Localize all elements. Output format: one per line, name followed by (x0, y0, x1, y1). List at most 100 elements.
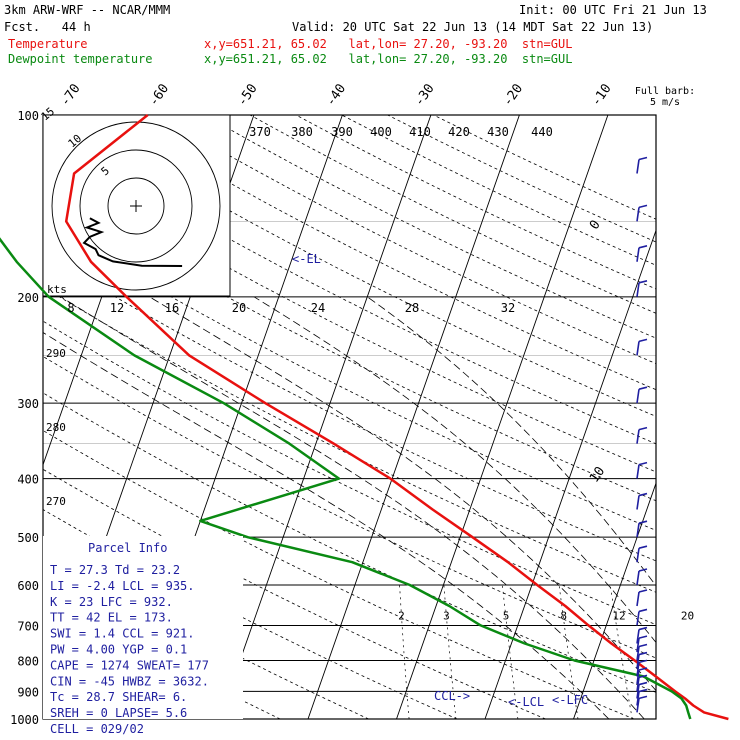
parcel-info-row: CAPE = 1274 SWEAT= 177 (50, 658, 209, 672)
wind-barb (636, 523, 640, 538)
isotherm-line (307, 115, 520, 719)
wind-barb-flag (638, 568, 648, 572)
dry-adiabat-line (43, 286, 656, 593)
mixing-ratio-label: 5 (503, 609, 510, 622)
lfc-annotation: <-LFC (552, 693, 588, 707)
wind-barb-flag (638, 695, 648, 700)
wind-barb (636, 591, 640, 607)
wind-barb-flag (638, 338, 648, 343)
hodograph-speed-label: 8 (67, 301, 74, 315)
parcel-info-row: SWI = 1.4 CCL = 921. (50, 627, 195, 641)
dry-adiabat-line (433, 115, 656, 220)
hodograph-speed-label: 20 (232, 301, 246, 315)
wind-barb (636, 684, 640, 699)
parcel-info-row: PW = 4.00 YGP = 0.1 (50, 643, 187, 657)
dry-adiabat-line (43, 253, 656, 562)
theta-e-label: 400 (370, 125, 392, 139)
mixing-ratio-label: 20 (681, 609, 694, 622)
dry-adiabat-line (43, 430, 635, 719)
parcel-info-row: Tc = 28.7 SHEAR= 6. (50, 690, 187, 704)
plot-frame (42, 114, 657, 720)
pressure-tick-label: 1000 (10, 713, 39, 727)
isotherm-label: -30 (412, 81, 438, 109)
isotherm-label: -20 (500, 81, 526, 109)
el-annotation: <-EL (292, 252, 321, 266)
mixing-ratio-label: 8 (560, 609, 567, 622)
wind-barb-flag (638, 674, 648, 679)
isotherm-label: 0 (587, 218, 604, 233)
temperature-trace (64, 114, 729, 721)
isotherm-line (396, 115, 609, 719)
wind-barb-flag (638, 156, 648, 161)
parcel-info-cell: CELL = 029/02 (50, 722, 144, 736)
barb-legend-value: 5 m/s (650, 97, 680, 108)
dry-adiabat-line (43, 128, 656, 445)
dry-adiabat-line (43, 189, 656, 502)
wind-barb-flag (638, 651, 648, 656)
theta-e-label: 440 (531, 125, 553, 139)
hodograph-units-label: kts (47, 283, 67, 296)
isotherm-label: -40 (323, 81, 349, 109)
lcl-annotation: <-LCL (508, 695, 544, 709)
wind-barb-flag (638, 461, 648, 466)
model-title: 3km ARW-WRF -- NCAR/MMM (4, 3, 171, 17)
wind-barb (636, 662, 640, 677)
wind-barb (636, 629, 640, 644)
moist-adiabat-line (60, 296, 645, 719)
theta-e-label: 410 (409, 125, 431, 139)
mixing-ratio-line (443, 584, 457, 719)
barb-legend-title: Full barb: (635, 86, 695, 97)
isotherm-label: -60 (146, 81, 172, 109)
wind-barb (636, 698, 640, 713)
dewpoint-location-info: x,y=651.21, 65.02 lat,lon= 27.20, -93.20… (204, 52, 573, 66)
wind-barb (636, 464, 640, 479)
pressure-tick-label: 700 (17, 619, 39, 633)
theta-e-label: 420 (448, 125, 470, 139)
isotherm-line (573, 481, 656, 719)
wind-barb-flag (638, 681, 648, 686)
dewpoint-legend: Dewpoint temperature (8, 52, 153, 66)
hodograph-speed-label: 16 (165, 301, 179, 315)
mixing-ratio-line (502, 584, 519, 719)
valid-time: Valid: 20 UTC Sat 22 Jun 13 (14 MDT Sat … (292, 20, 654, 34)
parcel-info-row: SREH = 0 LAPSE= 5.6 (50, 706, 187, 720)
pressure-tick-label: 900 (17, 685, 39, 699)
wind-barb (636, 611, 640, 626)
parcel-info-row: LI = -2.4 LCL = 935. (50, 579, 195, 593)
wind-barb (636, 677, 640, 692)
isotherm-label: 10 (587, 464, 608, 485)
wind-barb-flag (638, 245, 648, 249)
wind-barb (636, 691, 640, 706)
wind-barb (636, 570, 640, 586)
pressure-tick-label: 300 (17, 397, 39, 411)
parcel-info-box (43, 536, 243, 719)
isotherm-line (662, 115, 740, 719)
pressure-tick-label: 200 (17, 291, 39, 305)
hodograph-speed-label: 12 (110, 301, 124, 315)
wind-barb (636, 548, 640, 563)
wind-barb (636, 282, 640, 297)
wind-barb (636, 646, 640, 661)
wind-barb-flag (638, 688, 648, 693)
theta-e-label: 430 (487, 125, 509, 139)
pressure-tick-label: 800 (17, 654, 39, 668)
dry-adiabat-line (341, 115, 656, 266)
moist-adiabat-line (367, 296, 656, 587)
wind-barb (636, 207, 640, 222)
wind-barb (636, 654, 640, 669)
wind-barb (636, 669, 640, 685)
wind-barb-flag (638, 667, 648, 671)
isotherm-label: -70 (58, 81, 84, 109)
wind-barb (636, 389, 640, 404)
ccl-annotation: CCL-> (434, 689, 470, 703)
mixing-ratio-line (399, 584, 410, 719)
wind-barb-flag (638, 589, 648, 593)
wind-barb-flag (638, 204, 648, 209)
parcel-info-title: Parcel Info (88, 541, 167, 555)
theta-e-label: 380 (291, 125, 313, 139)
pressure-tick-label: 600 (17, 579, 39, 593)
temperature-location-info: x,y=651.21, 65.02 lat,lon= 27.20, -93.20… (204, 37, 573, 51)
dry-adiabat-line (249, 115, 656, 314)
hodograph-speed-label: 28 (405, 301, 419, 315)
